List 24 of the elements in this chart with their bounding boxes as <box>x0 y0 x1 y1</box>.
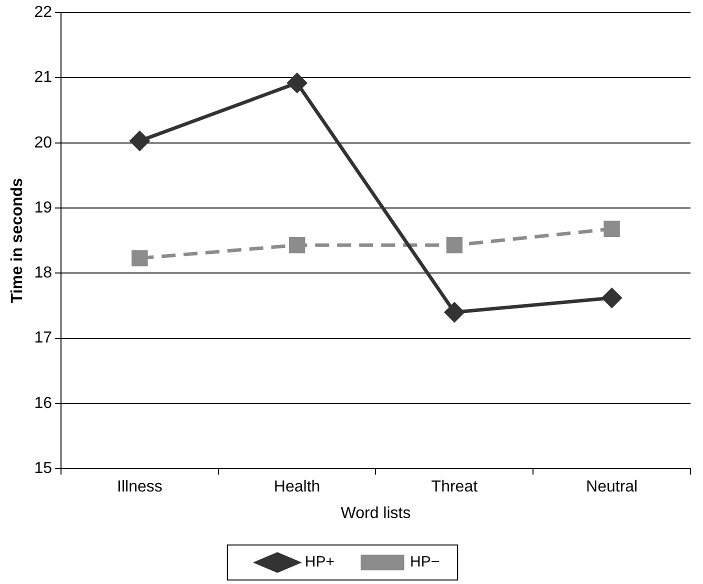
y-tick-label: 17 <box>34 330 52 347</box>
x-axis-title: Word lists <box>340 504 411 522</box>
point <box>602 288 622 308</box>
x-tick-label: Neutral <box>586 478 638 496</box>
y-axis-title: Time in seconds <box>9 178 26 304</box>
point <box>446 237 463 254</box>
y-tick-label: 16 <box>34 394 52 412</box>
x-tick-label: Illness <box>117 478 162 496</box>
point <box>288 237 306 254</box>
point <box>604 220 620 237</box>
legend-label: HP+ <box>304 554 335 571</box>
y-tick-label: 18 <box>34 264 52 282</box>
point <box>287 73 307 93</box>
x-tick-label: Threat <box>431 478 478 496</box>
point <box>132 250 148 266</box>
y-tick-label: 19 <box>34 199 52 216</box>
y-tick-label: 21 <box>34 69 52 86</box>
y-tick-label: 15 <box>34 460 52 478</box>
legend-label: HP− <box>410 554 440 571</box>
y-tick-label: 22 <box>34 4 52 22</box>
point <box>444 302 464 322</box>
y-tick-label: 20 <box>34 134 52 152</box>
x-tick-label: Health <box>274 478 320 496</box>
point <box>130 131 150 151</box>
